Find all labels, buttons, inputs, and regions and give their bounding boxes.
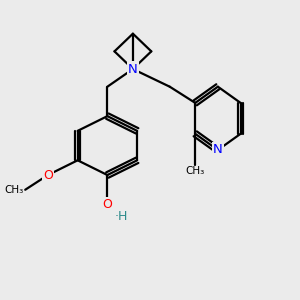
Text: O: O (103, 198, 112, 211)
Text: ·H: ·H (115, 210, 128, 223)
Text: CH₃: CH₃ (186, 166, 205, 176)
Text: N: N (213, 143, 223, 157)
Text: CH₃: CH₃ (4, 185, 24, 195)
Text: O: O (43, 169, 53, 182)
Text: N: N (128, 62, 138, 76)
